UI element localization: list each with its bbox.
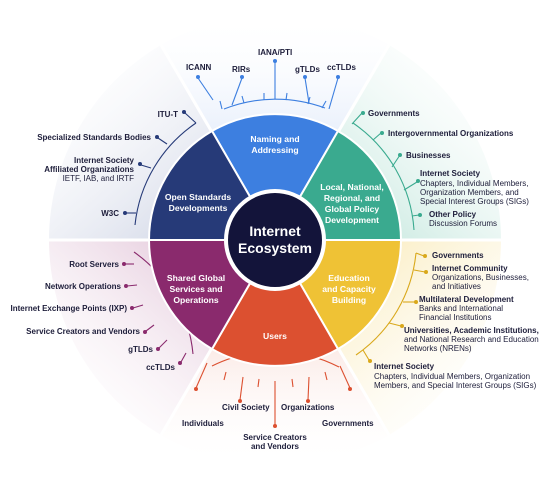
label-policy-isoc-line1: Chapters, Individual Members,	[420, 179, 529, 188]
label-rirs: RIRs	[232, 65, 251, 74]
shared-title-3: Operations	[173, 295, 219, 305]
label-edu-uni-2: and National Research and Education	[404, 335, 539, 344]
label-shared-cctlds: ccTLDs	[146, 363, 175, 372]
label-policy-isoc-line2: Organization Members, and	[420, 188, 519, 197]
center-title-line2: Ecosystem	[238, 240, 312, 256]
label-std-w3c: W3C	[101, 209, 119, 218]
label-policy-businesses: Businesses	[406, 151, 451, 160]
segment-titles: Naming and Addressing Local, National, R…	[165, 134, 384, 341]
shared-title-2: Services and	[169, 284, 222, 294]
segment-users	[210, 238, 340, 367]
label-std-isoc-1: Internet Society	[74, 156, 135, 165]
label-shared-network-ops: Network Operations	[45, 282, 122, 291]
label-edu-mdb-1: Multilateral Development	[419, 295, 514, 304]
label-policy-isoc-line3: Special Interest Groups (SIGs)	[420, 197, 529, 206]
label-policy-isoc-title: Internet Society	[420, 169, 481, 178]
label-edu-ic-2: Organizations, Businesses,	[432, 273, 529, 282]
label-shared-root-servers: Root Servers	[69, 260, 119, 269]
label-std-ssb: Specialized Standards Bodies	[37, 133, 151, 142]
label-users-governments: Governments	[322, 419, 374, 428]
education-title-1: Education	[328, 273, 370, 283]
policy-title-2: Regional, and	[324, 193, 380, 203]
policy-labels: Governments Intergovernmental Organizati…	[368, 109, 529, 228]
center-title-line1: Internet	[249, 223, 301, 239]
label-shared-scv: Service Creators and Vendors	[26, 327, 140, 336]
label-policy-igo: Intergovernmental Organizations	[388, 129, 514, 138]
segment-naming	[210, 113, 340, 242]
policy-title-4: Development	[325, 215, 379, 225]
education-labels: Governments Internet Community Organizat…	[374, 251, 539, 390]
label-edu-uni-3: Networks (NRENs)	[404, 344, 472, 353]
naming-labels: ICANN RIRs IANA/PTI gTLDs ccTLDs	[186, 48, 356, 74]
label-icann: ICANN	[186, 63, 212, 72]
policy-title-1: Local, National,	[320, 182, 384, 192]
label-users-scv-2: and Vendors	[251, 442, 300, 451]
label-policy-other-1: Other Policy	[429, 210, 477, 219]
standards-title-2: Developments	[169, 203, 228, 213]
label-edu-ic-3: and Initiatives	[432, 282, 481, 291]
label-edu-isoc-line2: Members, and Special Interest Groups (SI…	[374, 381, 537, 390]
label-users-scv-1: Service Creators	[243, 433, 307, 442]
label-edu-mdb-2: Banks and International	[419, 304, 503, 313]
label-edu-isoc-line1: Chapters, Individual Members, Organizati…	[374, 372, 530, 381]
shared-title-1: Shared Global	[167, 273, 225, 283]
label-naming-cctlds: ccTLDs	[327, 63, 356, 72]
label-std-isoc-2: Affiliated Organizations	[44, 165, 134, 174]
label-std-isoc-3: IETF, IAB, and IRTF	[63, 174, 135, 183]
label-iana-pti: IANA/PTI	[258, 48, 292, 57]
education-title-3: Building	[332, 295, 366, 305]
label-users-civil-society: Civil Society	[222, 403, 270, 412]
policy-title-3: Global Policy	[325, 204, 380, 214]
label-users-individuals: Individuals	[182, 419, 224, 428]
standards-title-1: Open Standards	[165, 192, 232, 202]
label-naming-gtlds: gTLDs	[295, 65, 320, 74]
naming-title-2: Addressing	[251, 145, 298, 155]
label-shared-ixp: Internet Exchange Points (IXP)	[11, 304, 128, 313]
label-policy-governments: Governments	[368, 109, 420, 118]
label-edu-governments: Governments	[432, 251, 484, 260]
standards-labels: ITU-T Specialized Standards Bodies Inter…	[37, 110, 178, 218]
users-labels: Individuals Civil Society Organizations …	[182, 403, 374, 451]
center-hub	[224, 189, 326, 291]
connector-dots	[122, 59, 428, 428]
label-edu-ic-1: Internet Community	[432, 264, 508, 273]
naming-title-1: Naming and	[250, 134, 299, 144]
label-shared-gtlds: gTLDs	[128, 345, 153, 354]
shared-labels: Root Servers Network Operations Internet…	[11, 260, 176, 372]
label-std-itut: ITU-T	[158, 110, 179, 119]
label-edu-uni-1: Universities, Academic Institutions,	[404, 326, 539, 335]
label-edu-isoc-title: Internet Society	[374, 362, 435, 371]
education-title-2: and Capacity	[322, 284, 376, 294]
users-title: Users	[263, 331, 287, 341]
label-policy-other-2: Discussion Forums	[429, 219, 497, 228]
label-users-organizations: Organizations	[281, 403, 335, 412]
label-edu-mdb-3: Financial Institutions	[419, 313, 491, 322]
